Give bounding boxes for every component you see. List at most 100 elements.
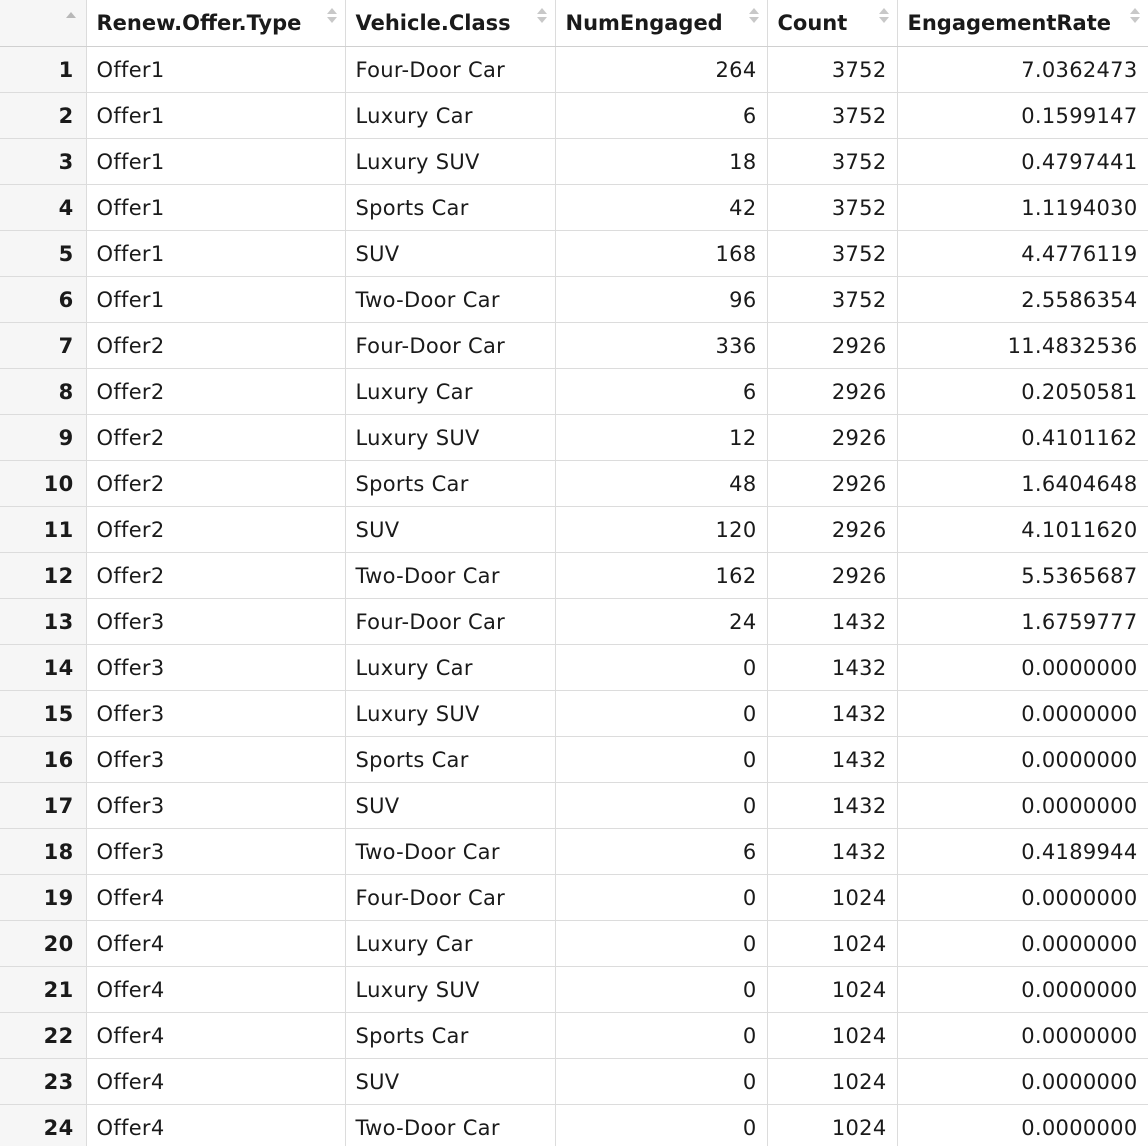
cell-vehicle-class: Four-Door Car <box>345 322 556 369</box>
cell-num-engaged: 6 <box>555 92 768 139</box>
cell-num-engaged: 0 <box>555 874 768 921</box>
cell-engagement-rate: 0.4189944 <box>897 828 1148 875</box>
cell-engagement-rate: 0.0000000 <box>897 1058 1148 1105</box>
row-index: 1 <box>0 46 87 93</box>
cell-count: 3752 <box>767 138 898 185</box>
cell-engagement-rate: 5.5365687 <box>897 552 1148 599</box>
cell-renew-offer-type: Offer3 <box>86 736 346 783</box>
cell-vehicle-class: SUV <box>345 506 556 553</box>
cell-engagement-rate: 0.0000000 <box>897 644 1148 691</box>
column-header-num-engaged[interactable]: NumEngaged <box>555 0 768 47</box>
table-row[interactable]: 9 Offer2 Luxury SUV 12 2926 0.4101162 <box>0 414 1148 461</box>
cell-num-engaged: 0 <box>555 1104 768 1146</box>
cell-num-engaged: 6 <box>555 368 768 415</box>
cell-num-engaged: 0 <box>555 690 768 737</box>
column-header-label: Renew.Offer.Type <box>96 11 302 35</box>
column-header-vehicle-class[interactable]: Vehicle.Class <box>345 0 556 47</box>
cell-renew-offer-type: Offer3 <box>86 828 346 875</box>
table-row[interactable]: 11 Offer2 SUV 120 2926 4.1011620 <box>0 506 1148 553</box>
cell-num-engaged: 0 <box>555 1058 768 1105</box>
sort-arrows-icon[interactable] <box>65 12 76 32</box>
sort-arrows-icon[interactable] <box>878 8 889 28</box>
cell-num-engaged: 0 <box>555 1012 768 1059</box>
table-row[interactable]: 17 Offer3 SUV 0 1432 0.0000000 <box>0 782 1148 829</box>
cell-vehicle-class: SUV <box>345 782 556 829</box>
row-index: 24 <box>0 1104 87 1146</box>
table-row[interactable]: 19 Offer4 Four-Door Car 0 1024 0.0000000 <box>0 874 1148 921</box>
table-row[interactable]: 12 Offer2 Two-Door Car 162 2926 5.5365687 <box>0 552 1148 599</box>
cell-num-engaged: 168 <box>555 230 768 277</box>
table-row[interactable]: 1 Offer1 Four-Door Car 264 3752 7.0362473 <box>0 46 1148 93</box>
cell-engagement-rate: 4.4776119 <box>897 230 1148 277</box>
cell-num-engaged: 0 <box>555 782 768 829</box>
table-row[interactable]: 8 Offer2 Luxury Car 6 2926 0.2050581 <box>0 368 1148 415</box>
table-row[interactable]: 2 Offer1 Luxury Car 6 3752 0.1599147 <box>0 92 1148 139</box>
row-index: 11 <box>0 506 87 553</box>
cell-renew-offer-type: Offer4 <box>86 966 346 1013</box>
table-row[interactable]: 20 Offer4 Luxury Car 0 1024 0.0000000 <box>0 920 1148 967</box>
table-row[interactable]: 10 Offer2 Sports Car 48 2926 1.6404648 <box>0 460 1148 507</box>
cell-num-engaged: 48 <box>555 460 768 507</box>
cell-engagement-rate: 0.1599147 <box>897 92 1148 139</box>
cell-engagement-rate: 0.0000000 <box>897 1012 1148 1059</box>
cell-vehicle-class: Sports Car <box>345 736 556 783</box>
sort-arrows-icon[interactable] <box>748 8 759 28</box>
column-header-renew-offer-type[interactable]: Renew.Offer.Type <box>86 0 346 47</box>
cell-vehicle-class: SUV <box>345 230 556 277</box>
row-index: 5 <box>0 230 87 277</box>
table-row[interactable]: 24 Offer4 Two-Door Car 0 1024 0.0000000 <box>0 1104 1148 1146</box>
cell-count: 2926 <box>767 506 898 553</box>
row-index: 18 <box>0 828 87 875</box>
cell-count: 2926 <box>767 460 898 507</box>
cell-engagement-rate: 0.4797441 <box>897 138 1148 185</box>
column-header-index[interactable] <box>0 0 87 47</box>
table-row[interactable]: 13 Offer3 Four-Door Car 24 1432 1.6759777 <box>0 598 1148 645</box>
table-row[interactable]: 6 Offer1 Two-Door Car 96 3752 2.5586354 <box>0 276 1148 323</box>
table-row[interactable]: 14 Offer3 Luxury Car 0 1432 0.0000000 <box>0 644 1148 691</box>
cell-vehicle-class: Luxury Car <box>345 644 556 691</box>
row-index: 2 <box>0 92 87 139</box>
cell-num-engaged: 6 <box>555 828 768 875</box>
cell-vehicle-class: Luxury SUV <box>345 690 556 737</box>
row-index: 17 <box>0 782 87 829</box>
cell-count: 1432 <box>767 828 898 875</box>
cell-renew-offer-type: Offer4 <box>86 874 346 921</box>
table-row[interactable]: 22 Offer4 Sports Car 0 1024 0.0000000 <box>0 1012 1148 1059</box>
table-row[interactable]: 3 Offer1 Luxury SUV 18 3752 0.4797441 <box>0 138 1148 185</box>
row-index: 3 <box>0 138 87 185</box>
cell-count: 1432 <box>767 598 898 645</box>
sort-arrows-icon[interactable] <box>536 8 547 28</box>
row-index: 13 <box>0 598 87 645</box>
sort-arrows-icon[interactable] <box>326 8 337 28</box>
table-row[interactable]: 18 Offer3 Two-Door Car 6 1432 0.4189944 <box>0 828 1148 875</box>
cell-renew-offer-type: Offer4 <box>86 1012 346 1059</box>
table-row[interactable]: 23 Offer4 SUV 0 1024 0.0000000 <box>0 1058 1148 1105</box>
table-row[interactable]: 4 Offer1 Sports Car 42 3752 1.1194030 <box>0 184 1148 231</box>
cell-vehicle-class: Luxury Car <box>345 920 556 967</box>
column-header-engagement-rate[interactable]: EngagementRate <box>897 0 1148 47</box>
row-index: 8 <box>0 368 87 415</box>
cell-count: 3752 <box>767 46 898 93</box>
cell-num-engaged: 24 <box>555 598 768 645</box>
sort-arrows-icon[interactable] <box>1129 8 1140 28</box>
cell-num-engaged: 18 <box>555 138 768 185</box>
cell-count: 1432 <box>767 690 898 737</box>
column-header-count[interactable]: Count <box>767 0 898 47</box>
cell-num-engaged: 96 <box>555 276 768 323</box>
table-row[interactable]: 7 Offer2 Four-Door Car 336 2926 11.4832536 <box>0 322 1148 369</box>
cell-renew-offer-type: Offer4 <box>86 920 346 967</box>
table-row[interactable]: 21 Offer4 Luxury SUV 0 1024 0.0000000 <box>0 966 1148 1013</box>
table-row[interactable]: 16 Offer3 Sports Car 0 1432 0.0000000 <box>0 736 1148 783</box>
table-row[interactable]: 5 Offer1 SUV 168 3752 4.4776119 <box>0 230 1148 277</box>
table-row[interactable]: 15 Offer3 Luxury SUV 0 1432 0.0000000 <box>0 690 1148 737</box>
cell-count: 1024 <box>767 966 898 1013</box>
cell-renew-offer-type: Offer3 <box>86 598 346 645</box>
cell-num-engaged: 264 <box>555 46 768 93</box>
cell-count: 3752 <box>767 184 898 231</box>
cell-num-engaged: 0 <box>555 736 768 783</box>
cell-count: 3752 <box>767 230 898 277</box>
cell-renew-offer-type: Offer4 <box>86 1058 346 1105</box>
cell-count: 1024 <box>767 1058 898 1105</box>
cell-count: 2926 <box>767 322 898 369</box>
cell-renew-offer-type: Offer1 <box>86 138 346 185</box>
